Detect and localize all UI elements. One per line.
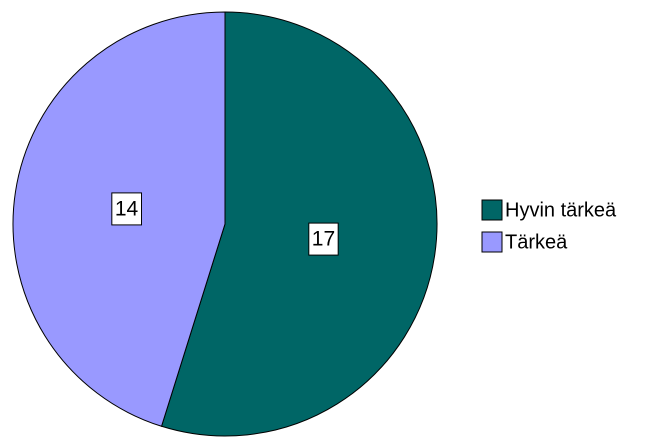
pie-slice: [160, 11, 438, 437]
value-label-group: 17: [308, 222, 339, 256]
value-label-box: [308, 222, 339, 256]
value-label-box: [111, 192, 143, 226]
legend-swatch: [481, 199, 503, 221]
value-label-group: 14: [111, 192, 143, 226]
value-label: 14: [115, 197, 139, 220]
value-label: 17: [312, 228, 335, 251]
legend-label: Hyvin tärkeä: [505, 199, 617, 221]
legend-swatch: [481, 231, 503, 253]
legend-label: Tärkeä: [505, 231, 568, 253]
